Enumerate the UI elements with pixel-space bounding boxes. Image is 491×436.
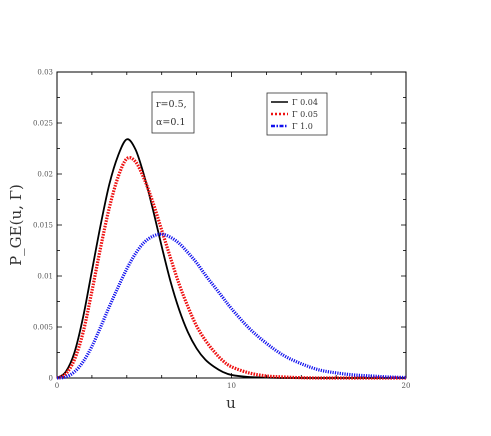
- y-tick-label: 0: [49, 375, 53, 383]
- x-tick-label: 10: [227, 382, 236, 390]
- x-tick-label: 20: [402, 382, 411, 390]
- legend-label-0: Γ 0.04: [292, 98, 318, 107]
- y-tick-label: 0.03: [37, 69, 53, 77]
- y-tick-label: 0.015: [33, 222, 53, 230]
- series-line-2: [56, 232, 407, 380]
- annotation-line-1: r=0.5,: [156, 99, 187, 110]
- legend-label-2: Γ 1.0: [292, 122, 313, 131]
- y-tick-label: 0.025: [33, 120, 53, 128]
- x-tick-label: 0: [55, 382, 59, 390]
- legend-label-1: Γ 0.05: [292, 110, 318, 119]
- series-line-1: [56, 156, 406, 380]
- plot-frame: [56, 71, 407, 379]
- legend: Γ 0.04 Γ 0.05 Γ 1.0: [266, 92, 328, 136]
- annotation-box: r=0.5, α=0.1: [151, 91, 195, 134]
- y-axis-label: P_GE(u, Γ): [7, 184, 25, 266]
- axis-ticks: [56, 71, 407, 379]
- series-layer: [56, 138, 407, 380]
- y-tick-label: 0.005: [33, 324, 53, 332]
- y-tick-label: 0.02: [37, 171, 53, 179]
- tick-labels: 0 0.005 0.01 0.015 0.02 0.025 0.03 0 10 20: [33, 69, 411, 391]
- y-tick-label: 0.01: [37, 273, 53, 281]
- x-axis-label: u: [226, 394, 236, 412]
- annotation-line-2: α=0.1: [156, 117, 185, 128]
